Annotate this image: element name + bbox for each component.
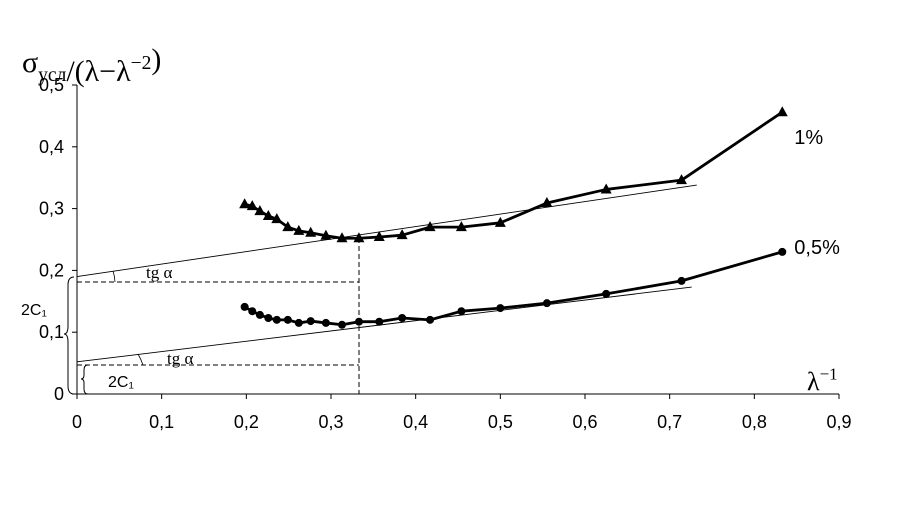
series-label: 0,5% xyxy=(794,237,840,259)
marker xyxy=(293,224,305,235)
marker xyxy=(455,221,467,232)
marker xyxy=(255,310,264,319)
x-tick-label: 0,6 xyxy=(572,412,597,432)
marker xyxy=(354,317,363,326)
marker xyxy=(353,232,365,243)
marker xyxy=(542,299,551,308)
label-part: σ xyxy=(22,46,38,79)
x-tick-label: 0,3 xyxy=(318,412,343,432)
fit-line xyxy=(76,184,697,278)
marker xyxy=(239,198,251,209)
y-tick-label: 0,2 xyxy=(39,260,64,280)
y-tick-label: 0,4 xyxy=(39,137,64,157)
series-line xyxy=(243,250,783,327)
marker xyxy=(494,216,506,227)
marker xyxy=(262,210,274,221)
marker xyxy=(776,106,788,117)
label-part: λ xyxy=(807,367,820,396)
marker xyxy=(282,221,294,232)
marker xyxy=(246,200,258,211)
marker xyxy=(396,229,408,240)
x-tick-label: 0,2 xyxy=(234,412,259,432)
angle-arc xyxy=(137,353,144,366)
marker xyxy=(602,289,611,298)
marker xyxy=(272,315,281,324)
marker xyxy=(305,226,317,237)
marker xyxy=(294,318,303,327)
marker xyxy=(676,174,688,185)
marker xyxy=(600,183,612,194)
y-tick-label: 0,3 xyxy=(39,199,64,219)
x-axis-label: λ−1 xyxy=(807,365,838,396)
marker xyxy=(398,313,407,322)
marker xyxy=(338,320,347,329)
brace xyxy=(63,276,75,395)
annotation: 2C₁ xyxy=(21,302,47,319)
marker xyxy=(457,307,466,316)
marker xyxy=(373,231,385,242)
marker xyxy=(240,302,249,311)
label-part: −1 xyxy=(820,365,838,384)
x-tick-label: 0 xyxy=(72,412,82,432)
marker xyxy=(283,315,292,324)
marker xyxy=(248,307,257,316)
marker xyxy=(336,232,348,243)
x-tick-label: 0,5 xyxy=(488,412,513,432)
label-part: усл xyxy=(38,65,66,86)
series-line xyxy=(244,111,784,240)
x-tick-label: 0,8 xyxy=(742,412,767,432)
marker xyxy=(254,205,266,216)
marker xyxy=(306,317,315,326)
y-tick-label: 0 xyxy=(54,384,64,404)
x-tick-label: 0,9 xyxy=(826,412,851,432)
annotation: tg α xyxy=(167,349,193,368)
marker xyxy=(375,317,384,326)
y-axis-label: σусл/(λ−λ−2) xyxy=(22,43,161,88)
label-part: /(λ−λ xyxy=(66,55,131,88)
x-tick-label: 0,1 xyxy=(149,412,174,432)
angle-arc xyxy=(112,270,116,283)
x-tick-label: 0,7 xyxy=(657,412,682,432)
annotation: tg α xyxy=(146,263,172,282)
label-part: ) xyxy=(151,43,161,76)
marker xyxy=(320,229,332,240)
marker xyxy=(778,247,787,256)
x-tick-label: 0,4 xyxy=(403,412,428,432)
fit-line xyxy=(76,286,692,363)
annotation: 2C₁ xyxy=(108,374,134,391)
y-tick-label: 0,1 xyxy=(39,322,64,342)
marker xyxy=(321,318,330,327)
marker xyxy=(426,315,435,324)
marker xyxy=(271,213,283,224)
marker xyxy=(496,304,505,313)
marker xyxy=(541,197,553,208)
marker xyxy=(264,313,273,322)
series-label: 1% xyxy=(794,127,823,149)
marker xyxy=(677,276,686,285)
y-tick-label: 0,5 xyxy=(39,75,64,95)
label-part: −2 xyxy=(131,53,152,74)
marker xyxy=(424,221,436,232)
brace xyxy=(80,364,89,395)
